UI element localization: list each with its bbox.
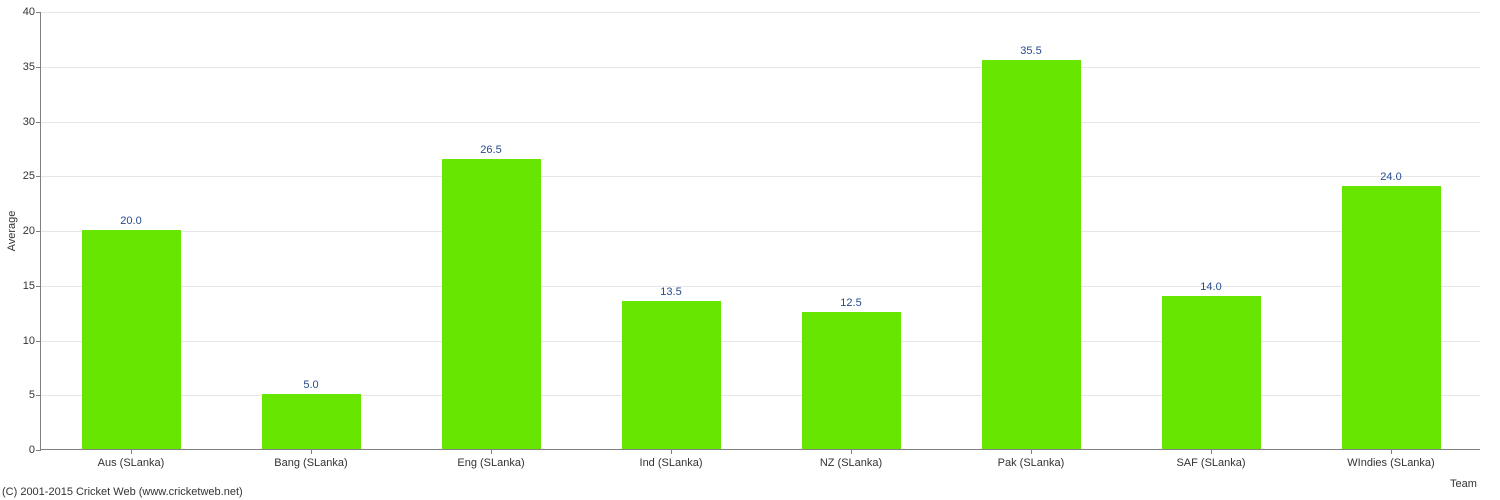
x-tick-label: Eng (SLanka) xyxy=(457,449,524,469)
bar-value-label: 26.5 xyxy=(480,144,501,160)
y-tick-label: 15 xyxy=(23,280,41,292)
gridline xyxy=(41,67,1480,68)
gridline xyxy=(41,395,1480,396)
bar-value-label: 14.0 xyxy=(1200,281,1221,297)
y-tick-label: 25 xyxy=(23,170,41,182)
y-tick-label: 40 xyxy=(23,6,41,18)
gridline xyxy=(41,122,1480,123)
gridline xyxy=(41,12,1480,13)
bar xyxy=(1162,296,1261,449)
bar-chart: 0 5 10 15 20 25 30 35 40 20.0 Aus (SLanka) 5.0 Bang … xyxy=(0,0,1500,500)
x-tick-label: Aus (SLanka) xyxy=(98,449,165,469)
x-tick-label: Pak (SLanka) xyxy=(998,449,1065,469)
bar-value-label: 13.5 xyxy=(660,286,681,302)
x-tick-label: NZ (SLanka) xyxy=(820,449,882,469)
x-tick-label: Bang (SLanka) xyxy=(274,449,347,469)
x-tick-label: Ind (SLanka) xyxy=(640,449,703,469)
y-tick-label: 5 xyxy=(29,389,41,401)
gridline xyxy=(41,286,1480,287)
y-tick-label: 10 xyxy=(23,335,41,347)
gridline xyxy=(41,341,1480,342)
copyright-footer: (C) 2001-2015 Cricket Web (www.cricketwe… xyxy=(2,486,243,498)
y-tick-label: 0 xyxy=(29,444,41,456)
bar xyxy=(82,230,181,449)
bar-value-label: 5.0 xyxy=(303,379,318,395)
bar-value-label: 35.5 xyxy=(1020,45,1041,61)
bar xyxy=(622,301,721,449)
gridline xyxy=(41,176,1480,177)
x-axis-title: Team xyxy=(1450,478,1477,490)
bar-value-label: 20.0 xyxy=(120,215,141,231)
bar-value-label: 12.5 xyxy=(840,297,861,313)
y-tick-label: 35 xyxy=(23,61,41,73)
x-tick-label: SAF (SLanka) xyxy=(1176,449,1245,469)
y-tick-label: 20 xyxy=(23,225,41,237)
bar xyxy=(262,394,361,449)
bar-value-label: 24.0 xyxy=(1380,171,1401,187)
bar xyxy=(1342,186,1441,449)
gridline xyxy=(41,231,1480,232)
bar xyxy=(802,312,901,449)
y-tick-label: 30 xyxy=(23,116,41,128)
bar xyxy=(982,60,1081,449)
plot-area: 051015202530354020.0Aus (SLanka)5.0Bang … xyxy=(40,12,1480,450)
bar xyxy=(442,159,541,449)
x-tick-label: WIndies (SLanka) xyxy=(1347,449,1434,469)
y-axis-title: Average xyxy=(6,211,18,252)
